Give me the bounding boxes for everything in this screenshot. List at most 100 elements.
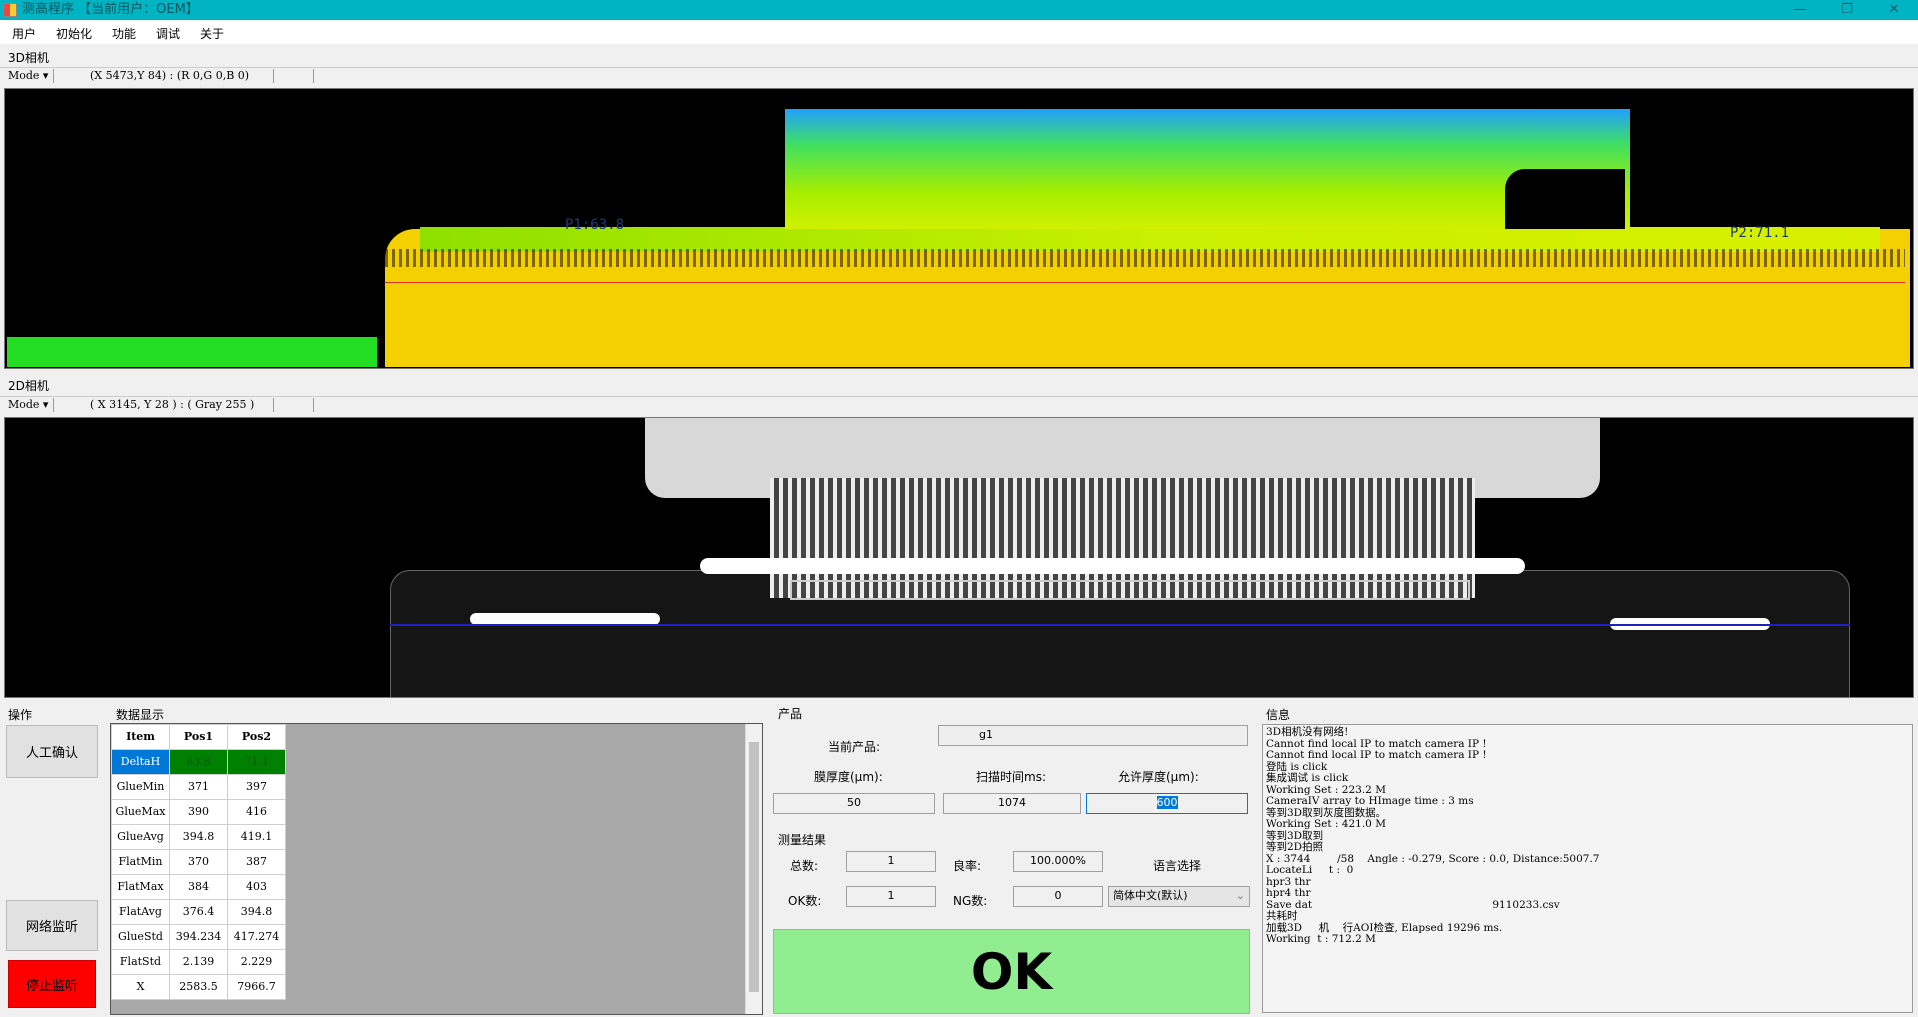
menu-init[interactable]: 初始化 xyxy=(56,27,93,41)
yield-label: 良率: xyxy=(953,859,982,873)
table-cell: GlueAvg xyxy=(111,824,170,850)
allow-thickness-value: 600 xyxy=(1156,796,1178,809)
allow-thickness-input[interactable]: 600 xyxy=(1086,793,1248,814)
title-bar: 测高程序 【当前用户：OEM】 — ❐ ✕ xyxy=(0,0,1918,20)
table-cell: 376.4 xyxy=(169,899,228,925)
data-table: Item Pos1 Pos2 DeltaH 63.8 71.1 GlueMin 371 397… xyxy=(111,724,286,1000)
log-line: 登陆 is click xyxy=(1266,760,1328,773)
camera3d-mode-dropdown[interactable]: Mode ▾ xyxy=(8,69,49,82)
film-thickness-label: 膜厚度(μm): xyxy=(814,770,883,784)
log-line: Working t : 712.2 M xyxy=(1266,933,1376,945)
table-row[interactable]: FlatAvg 376.4 394.8 xyxy=(111,899,286,925)
table-row[interactable]: GlueMin 371 397 xyxy=(111,774,286,800)
table-cell: 394.234 xyxy=(169,924,228,950)
results-title: 测量结果 xyxy=(778,833,827,847)
log-line: Working Set : 223.2 M xyxy=(1266,783,1386,796)
table-cell: X xyxy=(111,974,170,1000)
app-icon xyxy=(3,3,17,17)
total-label: 总数: xyxy=(790,859,819,873)
menu-user[interactable]: 用户 xyxy=(12,27,37,41)
camera2d-toolbar: Mode ▾ ( X 3145, Y 28 ) : ( Gray 255 ) xyxy=(0,396,1918,413)
toolbar-divider xyxy=(273,398,274,412)
table-row[interactable]: GlueMax 390 416 xyxy=(111,799,286,825)
p1-label: P1:63.8 xyxy=(565,217,625,233)
minimize-button[interactable]: — xyxy=(1793,2,1807,17)
table-cell: 394.8 xyxy=(169,824,228,850)
table-cell: GlueMax xyxy=(111,799,170,825)
table-cell: 2.139 xyxy=(169,949,228,975)
toolbar-divider xyxy=(313,69,314,83)
table-cell: 394.8 xyxy=(227,899,286,925)
table-cell: 416 xyxy=(227,799,286,825)
table-cell: 370 xyxy=(169,849,228,875)
table-cell: 419.1 xyxy=(227,824,286,850)
table-row[interactable]: X 2583.5 7966.7 xyxy=(111,974,286,1000)
table-cell: FlatMax xyxy=(111,874,170,900)
log-line: CameraIV array to HImage time : 3 ms xyxy=(1266,795,1474,807)
table-cell: DeltaH xyxy=(111,749,170,775)
camera2d-label: 2D相机 xyxy=(8,379,49,393)
info-log[interactable]: 3D相机没有网络! Cannot find local IP to match c… xyxy=(1262,724,1913,1013)
camera2d-coord-readout: ( X 3145, Y 28 ) : ( Gray 255 ) xyxy=(90,398,255,411)
toolbar-divider xyxy=(313,398,314,412)
camera2d-mode-dropdown[interactable]: Mode ▾ xyxy=(8,398,49,411)
col-header-item[interactable]: Item xyxy=(111,724,170,750)
ng-count-field: 0 xyxy=(1013,886,1103,907)
camera3d-toolbar: Mode ▾ (X 5473,Y 84) : (R 0,G 0,B 0) xyxy=(0,67,1918,84)
menu-function[interactable]: 功能 xyxy=(112,27,137,41)
table-cell: FlatMin xyxy=(111,849,170,875)
col-header-pos1[interactable]: Pos1 xyxy=(169,724,228,750)
table-row[interactable]: DeltaH 63.8 71.1 xyxy=(111,749,286,775)
log-line: X : 3744 /58 Angle : -0.279, Score : 0.0… xyxy=(1266,852,1600,865)
yield-field: 100.000% xyxy=(1013,851,1103,872)
log-line: 集成调试 is click xyxy=(1266,772,1349,784)
scan-time-input[interactable]: 1074 xyxy=(943,793,1081,814)
camera3d-view[interactable]: P1:63.8 P2:71.1 xyxy=(4,88,1914,369)
language-select[interactable]: 简体中文(默认) ⌄ xyxy=(1108,886,1250,907)
log-line: 等到3D取到 xyxy=(1266,829,1324,842)
camera3d-coord-readout: (X 5473,Y 84) : (R 0,G 0,B 0) xyxy=(90,69,250,82)
table-row[interactable]: FlatMin 370 387 xyxy=(111,849,286,875)
table-cell: 63.8 xyxy=(169,749,228,775)
camera2d-view[interactable] xyxy=(4,417,1914,698)
maximize-button[interactable]: ❐ xyxy=(1841,2,1853,17)
log-line: Save dat 9110233.csv xyxy=(1266,898,1560,911)
close-button[interactable]: ✕ xyxy=(1888,2,1900,17)
table-cell: 71.1 xyxy=(227,749,286,775)
data-display-title: 数据显示 xyxy=(116,708,165,722)
network-listen-button[interactable]: 网络监听 xyxy=(6,900,98,951)
table-cell: 390 xyxy=(169,799,228,825)
table-row[interactable]: GlueStd 394.234 417.274 xyxy=(111,924,286,950)
menu-bar: 用户 初始化 功能 调试 关于 xyxy=(0,20,1918,44)
language-value: 简体中文(默认) xyxy=(1113,889,1188,902)
log-line: Cannot find local IP to match camera IP … xyxy=(1266,749,1487,761)
scan-time-label: 扫描时间ms: xyxy=(976,770,1046,784)
table-cell: 403 xyxy=(227,874,286,900)
current-product-field[interactable]: g1 xyxy=(938,725,1248,746)
stop-listen-button[interactable]: 停止监听 xyxy=(8,960,96,1008)
col-header-pos2[interactable]: Pos2 xyxy=(227,724,286,750)
table-cell: 7966.7 xyxy=(227,974,286,1000)
log-line: Cannot find local IP to match camera IP … xyxy=(1266,737,1487,750)
menu-about[interactable]: 关于 xyxy=(200,27,225,41)
film-thickness-input[interactable]: 50 xyxy=(773,793,935,814)
ok-count-field: 1 xyxy=(846,886,936,907)
table-row[interactable]: FlatStd 2.139 2.229 xyxy=(111,949,286,975)
allow-thickness-label: 允许厚度(μm): xyxy=(1118,770,1199,784)
toolbar-divider xyxy=(53,398,54,412)
log-line: 等到3D取到灰度图数据。 xyxy=(1266,806,1387,819)
toolbar-divider xyxy=(273,69,274,83)
product-title: 产品 xyxy=(778,707,803,721)
current-product-label: 当前产品: xyxy=(828,740,881,754)
log-line: hpr3 thr xyxy=(1266,875,1311,888)
table-cell: 2583.5 xyxy=(169,974,228,1000)
table-row[interactable]: FlatMax 384 403 xyxy=(111,874,286,900)
scrollbar-thumb[interactable] xyxy=(749,742,759,992)
menu-debug[interactable]: 调试 xyxy=(156,27,181,41)
log-line: 加载3D 机 行AOI检查, Elapsed 19296 ms. xyxy=(1266,921,1503,934)
manual-confirm-button[interactable]: 人工确认 xyxy=(6,725,98,778)
window-title: 测高程序 【当前用户：OEM】 xyxy=(22,2,199,17)
data-grid-scrollbar[interactable] xyxy=(745,724,762,1014)
log-line: 共耗时 xyxy=(1266,910,1298,922)
table-row[interactable]: GlueAvg 394.8 419.1 xyxy=(111,824,286,850)
